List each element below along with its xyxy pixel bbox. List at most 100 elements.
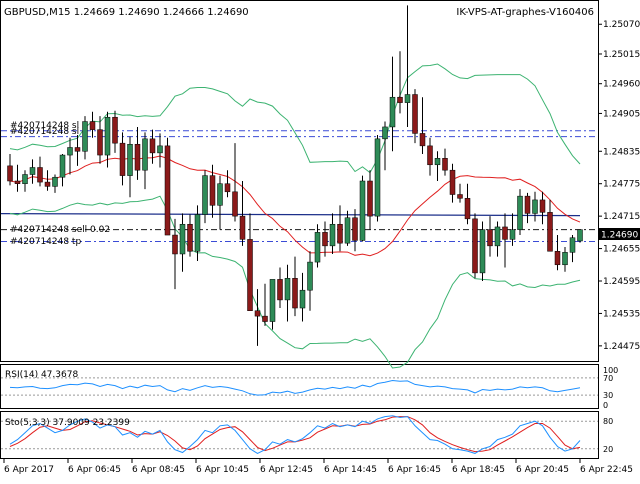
candle-body <box>232 191 238 217</box>
price-tick-label: 1.24595 <box>603 277 640 287</box>
candle-body <box>164 145 171 236</box>
candle-body <box>194 214 201 252</box>
candle-body <box>547 212 553 252</box>
candle-body <box>119 142 126 176</box>
time-tick-label: 6 Apr 10:45 <box>196 465 249 475</box>
stoch-tick-label: 20 <box>603 445 613 454</box>
rsi-tick-label: 100 <box>603 366 618 375</box>
candle-body <box>517 195 523 230</box>
candle-body <box>412 94 418 134</box>
price-tick-label: 1.24775 <box>603 180 640 190</box>
candle-body <box>314 232 321 263</box>
time-tick-label: 6 Apr 08:45 <box>132 465 185 475</box>
time-tick-label: 6 Apr 16:45 <box>388 465 441 475</box>
price-tick-label: 1.24905 <box>603 109 640 119</box>
candle-body <box>419 133 426 147</box>
candle-body <box>89 121 96 130</box>
candle-body <box>359 180 366 241</box>
time-tick-label: 6 Apr 12:45 <box>260 465 313 475</box>
rsi-tick-label: 70 <box>603 374 613 383</box>
order-label-sell[interactable]: #420714248 sell 0.02 <box>10 225 110 235</box>
time-tick-label: 6 Apr 2017 <box>4 465 54 475</box>
order-label-sl-1[interactable]: #420714248 sl <box>10 121 79 131</box>
candle-body <box>157 145 163 154</box>
candle-body <box>239 215 246 240</box>
stoch-panel[interactable] <box>0 411 599 459</box>
indicator-name-label: IK-VPS-AT-graphes-V160406 <box>456 7 594 18</box>
candle-body <box>44 181 51 187</box>
candle-body <box>449 169 456 195</box>
stoch-tick-label: 80 <box>603 417 613 426</box>
candle-body <box>7 165 13 182</box>
price-tick-label: 1.24655 <box>603 245 640 255</box>
candle-body <box>569 237 576 253</box>
candles-layer <box>7 5 583 346</box>
candle-body <box>479 229 486 274</box>
candle-body <box>104 116 111 156</box>
rsi-label: RSI(14) 47.3678 <box>5 370 78 380</box>
candle-body <box>344 217 351 244</box>
price-tick-label: 1.24535 <box>603 309 640 319</box>
order-label-sl-2[interactable]: #420714248 sl <box>10 127 79 137</box>
candle-body <box>14 180 21 184</box>
candle-body <box>112 116 118 144</box>
rsi-tick-label: 0 <box>603 401 608 410</box>
candle-body <box>187 223 193 252</box>
candle-body <box>442 158 448 171</box>
candle-body <box>457 194 463 199</box>
price-tick-label: 1.25070 <box>603 20 640 30</box>
candle-body <box>74 147 81 152</box>
current-price-value: 1.24690 <box>601 231 638 241</box>
time-axis: 6 Apr 2017 6 Apr 06:45 6 Apr 08:45 6 Apr 10… <box>3 459 633 475</box>
candle-body <box>307 261 313 291</box>
candle-body <box>217 183 223 206</box>
candle-body <box>299 289 306 309</box>
candle-body <box>292 278 298 309</box>
moving-average-line <box>9 155 581 257</box>
candle-body <box>487 229 493 247</box>
candle-body <box>374 138 381 217</box>
blue-line-layer <box>0 212 581 217</box>
candle-body <box>269 279 276 322</box>
rsi-tick-label: 30 <box>603 391 613 400</box>
candle-body <box>562 252 568 266</box>
candle-body <box>254 310 261 317</box>
stoch-main-line <box>9 415 581 454</box>
candle-body <box>202 175 208 215</box>
candle-body <box>82 121 88 152</box>
candle-body <box>397 96 403 103</box>
bollinger-lower-band <box>9 195 581 369</box>
moving-average-layer <box>9 155 581 257</box>
time-tick-label: 6 Apr 18:45 <box>452 465 505 475</box>
candle-body <box>404 94 411 103</box>
candle-body <box>367 180 373 217</box>
current-price-tag: 1.24690 <box>598 228 640 241</box>
candle-body <box>509 229 516 240</box>
bollinger-bands-layer <box>9 63 581 369</box>
candle-body <box>277 279 283 301</box>
stoch-label: Sto(5,3,3) 37.9009 23.2399 <box>5 418 130 428</box>
candle-body <box>577 229 583 242</box>
main-price-panel[interactable] <box>0 0 599 362</box>
candle-body <box>134 143 141 171</box>
candle-body <box>179 223 186 255</box>
symbol-info-label: GBPUSD,M15 1.24669 1.24690 1.24666 1.246… <box>4 7 249 18</box>
candle-body <box>224 183 231 193</box>
price-axis: 1.25070 1.25015 1.24960 1.24905 1.24835 1.247… <box>598 20 640 352</box>
candle-body <box>554 251 561 266</box>
candle-body <box>427 145 433 166</box>
candle-body <box>352 217 358 241</box>
candle-body <box>494 226 501 247</box>
order-label-tp[interactable]: #420714248 tp <box>10 237 81 247</box>
rsi-panel[interactable] <box>0 364 599 409</box>
candle-body <box>284 278 291 301</box>
price-tick-label: 1.24715 <box>603 212 640 222</box>
candle-body <box>524 195 531 214</box>
candle-body <box>29 167 36 175</box>
candle-body <box>337 223 343 244</box>
candle-body <box>434 158 441 166</box>
candle-body <box>532 199 538 214</box>
stoch-layer: 80 20 <box>1 415 613 454</box>
